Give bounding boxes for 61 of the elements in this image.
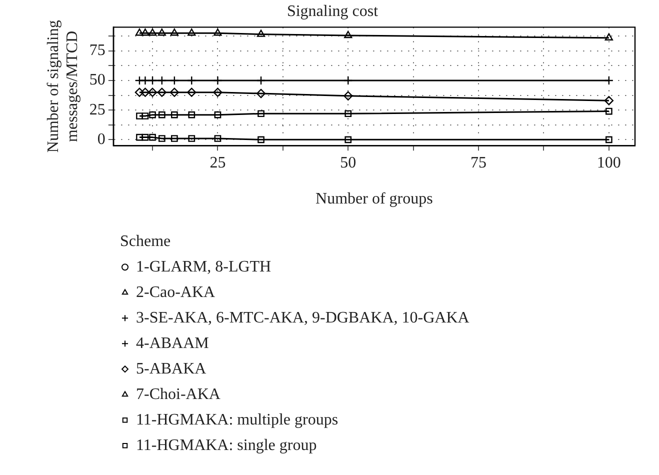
point	[256, 88, 266, 98]
point	[157, 88, 167, 97]
x-axis-title: Number of groups	[316, 190, 433, 208]
point	[258, 136, 264, 144]
point	[344, 30, 352, 38]
point	[135, 28, 144, 36]
point	[158, 135, 166, 142]
y-axis-title: Number of signaling messages/MTCD	[44, 20, 82, 153]
legend-label: 5-ABAKA	[136, 360, 207, 378]
legend-label: 2-Cao-AKA	[136, 284, 216, 301]
y-tick-label: 50	[89, 72, 106, 89]
y-tick-label: 0	[97, 130, 106, 148]
chart-title: Signaling cost	[286, 2, 379, 20]
legend-label: 3-SE-AKA, 6-MTC-AKA, 9-DGBAKA, 10-GAKA	[136, 309, 470, 326]
point	[256, 30, 266, 37]
legend-label: 4-ABAAM	[136, 334, 209, 352]
point	[258, 110, 264, 118]
point	[149, 134, 156, 141]
point	[141, 28, 150, 36]
point	[605, 136, 612, 144]
point	[188, 28, 196, 36]
point	[213, 88, 222, 97]
point	[344, 110, 352, 118]
legend-title: Scheme	[120, 232, 171, 250]
point	[149, 111, 156, 118]
point	[214, 135, 222, 142]
point	[604, 76, 614, 86]
point	[344, 136, 352, 144]
x-tick-label: 50	[340, 154, 356, 172]
point	[604, 96, 614, 106]
y-tick-label: 75	[89, 42, 106, 60]
point	[158, 28, 166, 36]
point	[158, 111, 166, 118]
point	[171, 111, 178, 118]
point	[187, 88, 196, 97]
point	[188, 111, 196, 118]
y-tick-label: 25	[89, 101, 106, 118]
legend-label: 7-Choi-AKA	[136, 386, 221, 403]
point	[134, 88, 144, 97]
legend-label: 11-HGMAKA: multiple groups	[136, 411, 338, 428]
point	[148, 28, 157, 36]
point	[136, 134, 143, 141]
legend-label: 11-HGMAKA: single group	[136, 436, 317, 454]
point	[136, 112, 143, 120]
point	[214, 28, 222, 36]
point	[604, 33, 613, 40]
point	[344, 91, 353, 100]
legend-label: 1-GLARM, 8-LGTH	[136, 258, 272, 276]
point	[140, 88, 150, 97]
point	[214, 111, 222, 118]
point	[142, 112, 149, 120]
x-tick-label: 75	[470, 154, 487, 172]
point	[170, 88, 180, 97]
point	[148, 88, 158, 97]
x-tick-label: 100	[596, 154, 621, 172]
point	[142, 134, 149, 141]
point	[171, 135, 178, 142]
point	[605, 108, 612, 115]
point	[188, 135, 196, 142]
point	[170, 28, 178, 36]
x-tick-label: 25	[210, 154, 226, 172]
